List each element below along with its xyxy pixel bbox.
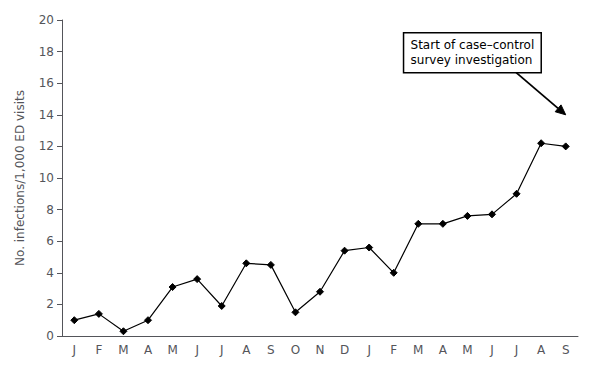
svg-text:Start of case–control: Start of case–control <box>411 38 535 52</box>
svg-text:A: A <box>144 343 153 357</box>
svg-text:J: J <box>489 343 494 357</box>
svg-text:M: M <box>462 343 472 357</box>
svg-text:M: M <box>413 343 423 357</box>
svg-text:14: 14 <box>39 108 54 122</box>
svg-text:J: J <box>219 343 224 357</box>
svg-text:10: 10 <box>39 171 54 185</box>
svg-text:J: J <box>366 343 371 357</box>
svg-text:A: A <box>242 343 251 357</box>
svg-text:J: J <box>72 343 77 357</box>
svg-text:N: N <box>316 343 325 357</box>
svg-text:20: 20 <box>39 13 54 27</box>
svg-text:M: M <box>167 343 177 357</box>
svg-text:A: A <box>439 343 448 357</box>
svg-text:survey investigation: survey investigation <box>411 53 533 67</box>
svg-text:S: S <box>562 343 570 357</box>
svg-text:F: F <box>390 343 397 357</box>
svg-text:6: 6 <box>46 234 54 248</box>
svg-text:4: 4 <box>46 266 54 280</box>
svg-text:No. infections/1,000 ED visits: No. infections/1,000 ED visits <box>13 90 27 266</box>
svg-text:D: D <box>340 343 349 357</box>
svg-text:J: J <box>194 343 199 357</box>
svg-text:O: O <box>291 343 300 357</box>
svg-text:2: 2 <box>46 297 54 311</box>
svg-text:S: S <box>267 343 275 357</box>
svg-text:J: J <box>514 343 519 357</box>
svg-text:M: M <box>118 343 128 357</box>
svg-text:18: 18 <box>39 45 54 59</box>
svg-text:A: A <box>537 343 546 357</box>
svg-text:F: F <box>95 343 102 357</box>
svg-text:0: 0 <box>46 329 54 343</box>
svg-text:8: 8 <box>46 203 54 217</box>
svg-text:16: 16 <box>39 76 54 90</box>
svg-text:12: 12 <box>39 139 54 153</box>
